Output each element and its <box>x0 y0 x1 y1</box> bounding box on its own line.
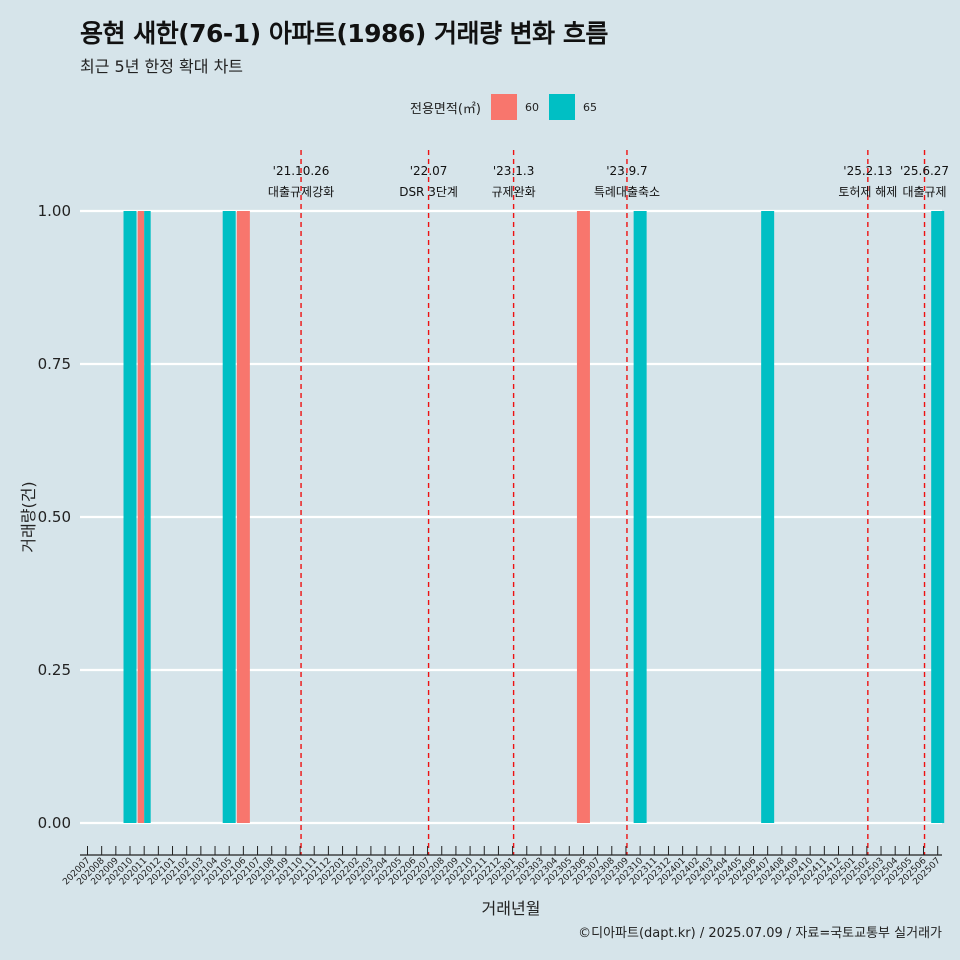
bar-65-202011 <box>144 211 151 823</box>
y-tick-label: 0.50 <box>38 508 71 526</box>
event-label: 대출규제 <box>902 185 946 199</box>
bar-65-202407 <box>761 211 775 823</box>
legend: 전용면적(㎡) 60 65 <box>410 92 607 122</box>
legend-label-65: 65 <box>582 100 597 114</box>
y-tick-label: 1.00 <box>38 202 71 220</box>
event-date: '25.6.27 <box>900 164 949 178</box>
y-axis-title: 거래량(건) <box>19 481 38 552</box>
event-date: '22.07 <box>410 164 448 178</box>
y-tick-label: 0.00 <box>38 814 71 832</box>
bar-65-202310 <box>633 211 647 823</box>
y-tick-label: 0.25 <box>38 661 71 679</box>
event-label: 특례대출축소 <box>594 185 660 199</box>
source-caption: ©디아파트(dapt.kr) / 2025.07.09 / 자료=국토교통부 실… <box>578 926 942 941</box>
legend-label-60: 60 <box>524 100 539 114</box>
bar-65-202010 <box>123 211 137 823</box>
bar-60-202306 <box>576 211 590 823</box>
event-label: 대출규제강화 <box>268 185 334 199</box>
event-date: '23.1.3 <box>493 164 534 178</box>
x-axis-title: 거래년월 <box>482 899 541 918</box>
legend-swatch-60 <box>490 94 517 120</box>
y-tick-label: 0.75 <box>38 355 71 373</box>
legend-swatch-65 <box>548 94 575 120</box>
bar-60-202011 <box>137 211 145 823</box>
event-date: '25.2.13 <box>843 164 892 178</box>
event-date: '21.10.26 <box>273 164 330 178</box>
bar-65-202105 <box>222 211 236 823</box>
event-label: 토허제 해제 <box>838 185 897 199</box>
bar-65-202507 <box>931 211 945 823</box>
legend-title: 전용면적(㎡) <box>410 101 481 117</box>
event-date: '23.9.7 <box>606 164 647 178</box>
bar-60-202106 <box>236 211 250 823</box>
chart-title: 용현 새한(76-1) 아파트(1986) 거래량 변화 흐름 <box>80 19 608 48</box>
event-label: 규제완화 <box>492 185 536 199</box>
event-label: DSR 3단계 <box>399 185 458 199</box>
chart-subtitle: 최근 5년 한정 확대 차트 <box>80 57 244 76</box>
